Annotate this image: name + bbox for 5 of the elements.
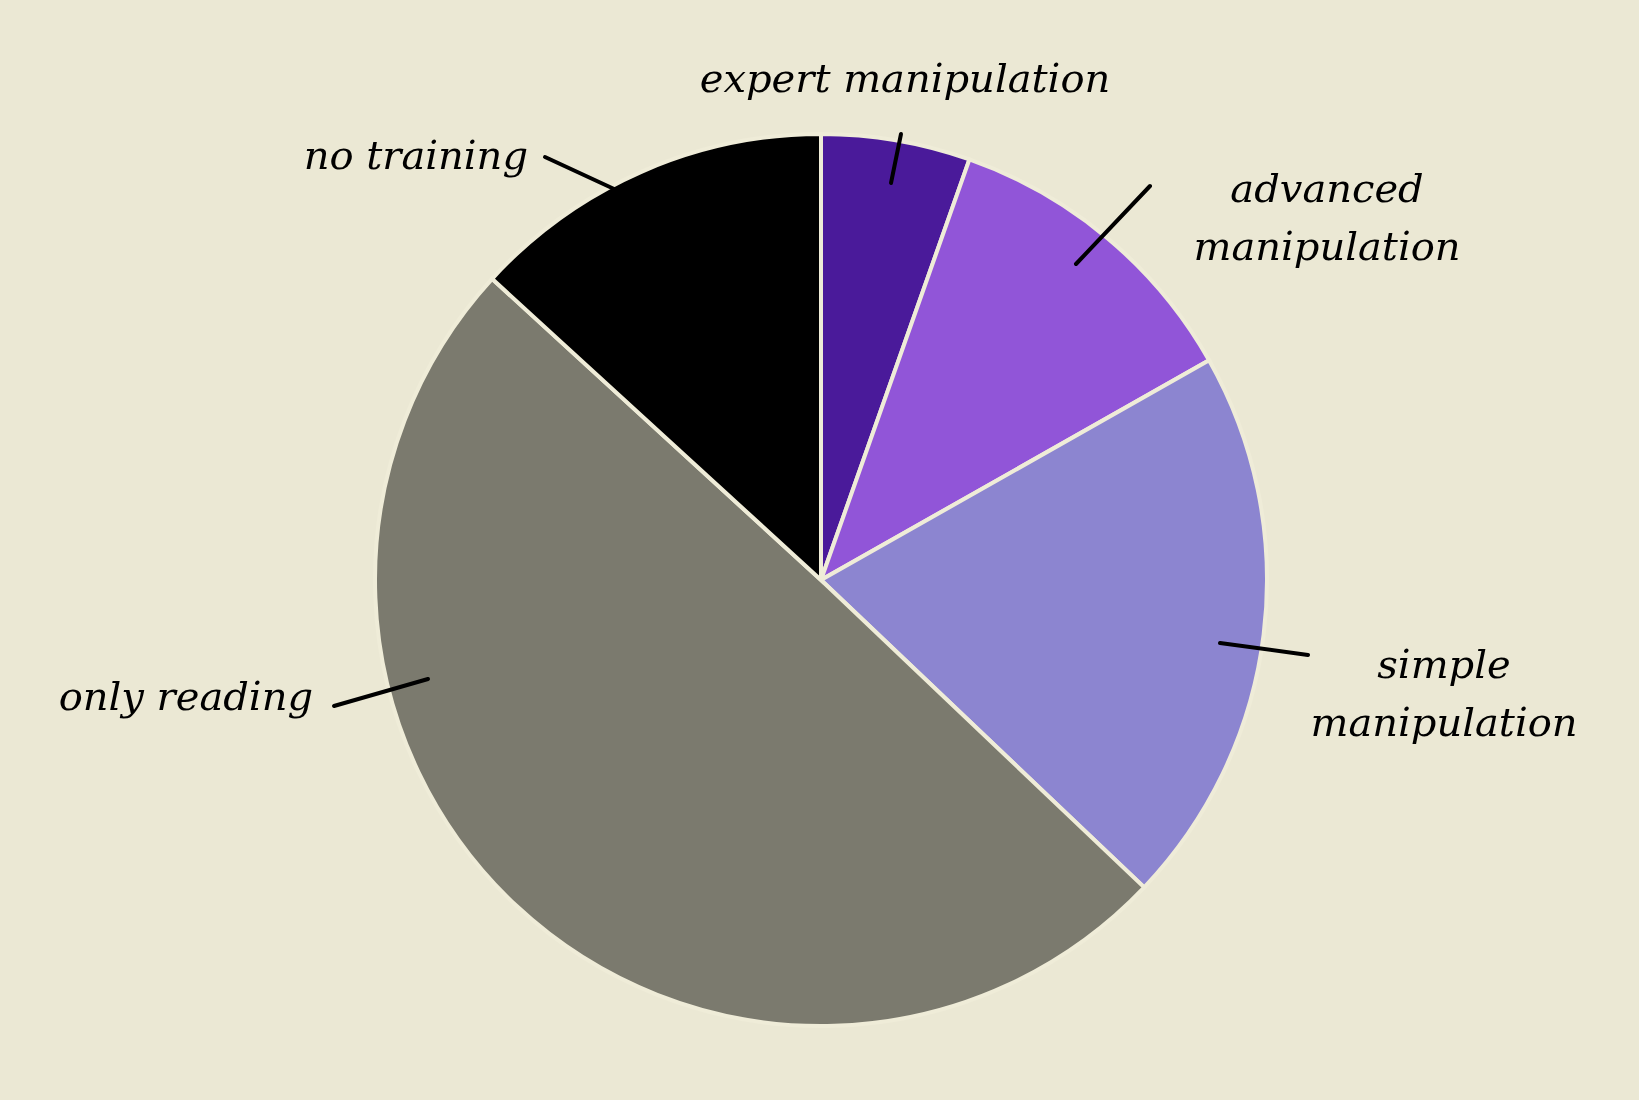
slice-label: no training <box>303 132 528 178</box>
slice-label: simple manipulation <box>1310 641 1578 745</box>
slice-label: only reading <box>58 673 313 719</box>
slice-label: advanced manipulation <box>1193 165 1461 269</box>
slice-label: expert manipulation <box>699 55 1111 101</box>
